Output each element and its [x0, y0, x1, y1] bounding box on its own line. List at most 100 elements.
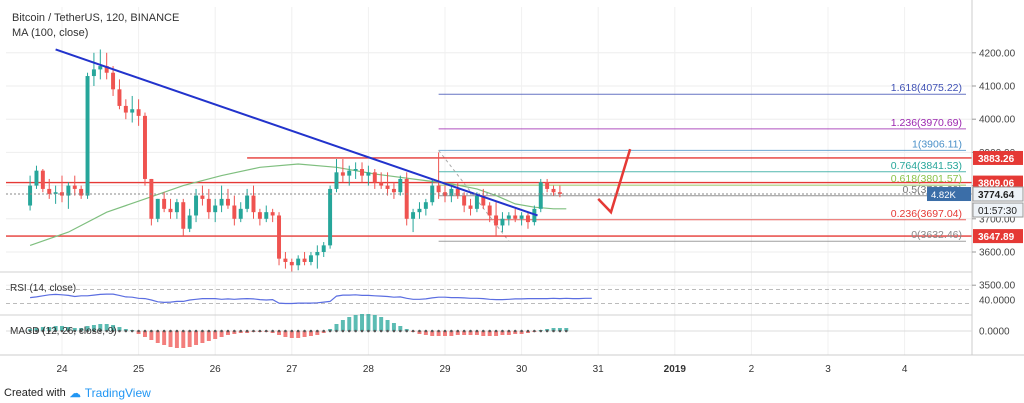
macd-bar — [296, 331, 301, 338]
price-tick-label: 4200.00 — [979, 48, 1016, 59]
candle-body — [283, 258, 288, 262]
macd-bar — [104, 324, 109, 331]
macd-signal-dot — [379, 329, 383, 333]
candle-body — [111, 72, 116, 90]
candle-body — [545, 182, 550, 189]
macd-bar — [500, 331, 505, 335]
level-tag-label: 3883.26 — [978, 154, 1015, 165]
candle-body — [468, 205, 473, 209]
macd-bar — [194, 331, 199, 345]
macd-bar — [149, 331, 154, 340]
candle-body — [500, 218, 505, 226]
candle-body — [66, 185, 71, 196]
macd-signal-dot — [347, 329, 351, 333]
macd-signal-dot — [462, 329, 466, 333]
macd-bar — [430, 331, 435, 336]
price-axis[interactable]: 3500.003600.003700.003800.003900.004000.… — [927, 0, 1024, 355]
macd-bar — [85, 326, 90, 331]
macd-signal-dot — [316, 329, 319, 333]
price-tick-label: 4000.00 — [979, 115, 1016, 126]
rsi-label: RSI (14, close) — [10, 283, 76, 294]
candle-body — [91, 69, 96, 77]
macd-bar — [360, 314, 364, 331]
macd-bar — [334, 324, 339, 331]
time-tick-label: 30 — [516, 364, 528, 375]
candle-body — [321, 245, 326, 252]
time-tick-label: 3 — [825, 364, 831, 375]
macd-bar — [494, 331, 499, 336]
time-axis[interactable]: 24 25 26 27 28 29 30 31 2019 2 3 4 — [56, 364, 907, 375]
price-prefix-label: 4.82K — [931, 190, 956, 201]
candle-body — [532, 208, 537, 223]
candle-body — [385, 185, 390, 189]
macd-signal-dot — [271, 329, 274, 333]
macd-bar — [506, 331, 511, 335]
macd-bar — [174, 331, 179, 348]
macd-signal-dot — [207, 329, 211, 333]
candle-body — [430, 185, 435, 203]
candle-body — [462, 195, 467, 206]
chart-title: Bitcoin / TetherUS, 120, BINANCE — [12, 12, 180, 24]
candle-body — [277, 215, 282, 259]
countdown-box — [972, 202, 1024, 218]
level-tag-box — [973, 175, 1023, 190]
macd-bar — [200, 331, 205, 343]
main-pane-background — [6, 7, 972, 271]
candle-body — [104, 66, 109, 73]
fib-label: 1(3906.11) — [912, 138, 962, 150]
macd-signal-dot — [47, 329, 51, 333]
macd-signal-dot — [507, 329, 511, 333]
macd-bar — [111, 325, 116, 331]
candle-body — [423, 202, 428, 209]
candlestick-series — [28, 49, 562, 272]
macd-bar — [219, 331, 224, 337]
macd-bar — [462, 331, 467, 335]
macd-signal-dot — [226, 329, 230, 333]
macd-bar — [66, 327, 71, 331]
candle-body — [315, 252, 320, 256]
macd-signal-dot — [513, 329, 517, 333]
macd-bar — [117, 327, 122, 331]
macd-signal-dot — [35, 329, 38, 333]
candle-body — [174, 202, 179, 213]
macd-signal-dot — [443, 329, 447, 333]
candle-body — [143, 115, 147, 179]
price-tick-label: 3700.00 — [979, 214, 1016, 225]
current-price-box — [972, 186, 1024, 202]
current-price-label: 3774.64 — [978, 190, 1015, 201]
price-level-tags: 3883.26 3809.06 3647.89 — [973, 150, 1023, 244]
macd-signal-dot — [137, 329, 140, 333]
macd-bar — [162, 331, 167, 345]
candle-body — [481, 195, 486, 206]
macd-bar — [72, 328, 77, 331]
macd-bar — [557, 328, 562, 331]
candle-body — [366, 172, 371, 176]
fib-label: 0.764(3841.53) — [891, 160, 962, 172]
current-price-tag: 4.82K 3774.64 01:57:30 — [927, 186, 1024, 218]
tradingview-link[interactable]: TradingView — [84, 386, 151, 400]
candle-body — [206, 198, 211, 213]
macd-signal-dot — [194, 329, 198, 333]
macd-signal-dot — [284, 329, 287, 333]
price-tick-label: 4100.00 — [979, 82, 1016, 93]
candle-body — [162, 198, 167, 209]
macd-signal-dot — [469, 329, 472, 333]
candle-body — [474, 195, 479, 209]
candle-body — [391, 188, 396, 193]
macd-bar — [168, 331, 173, 347]
macd-signal-dot — [60, 329, 64, 333]
macd-signal-dot — [322, 329, 326, 333]
macd-pane[interactable]: 0.0000 MACD (12, 26, close, 9) — [6, 314, 1010, 348]
candle-body — [398, 178, 403, 193]
macd-bar — [366, 314, 371, 331]
macd-signal-dot — [399, 329, 402, 333]
candle-body — [181, 202, 186, 229]
rsi-pane[interactable]: 40.0000 RSI (14, close) — [6, 283, 1016, 307]
time-tick-label: 25 — [133, 364, 145, 375]
candle-body — [347, 170, 352, 176]
macd-signal-dot — [156, 329, 160, 333]
macd-signal-dot — [277, 329, 281, 333]
main-pane[interactable]: 1.618(4075.22) 1.236(3970.69) 1(3906.11) 0.… — [6, 7, 972, 355]
macd-signal-dot — [360, 329, 364, 333]
